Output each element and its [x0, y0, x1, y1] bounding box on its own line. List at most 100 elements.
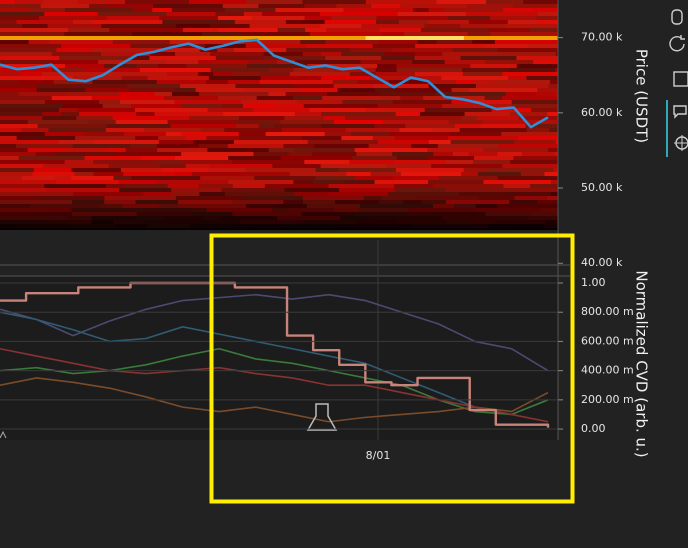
heatmap-cell — [339, 188, 397, 192]
icon-button[interactable] — [669, 35, 685, 52]
heatmap-cell — [0, 92, 21, 96]
heatmap-cell — [299, 88, 339, 92]
heatmap-cell — [67, 216, 93, 220]
heatmap-cell — [319, 12, 343, 16]
heatmap — [0, 0, 558, 230]
heatmap-cell — [112, 116, 161, 120]
heatmap-cell — [446, 220, 474, 224]
heatmap-cell — [327, 192, 390, 196]
heatmap-cell — [0, 212, 73, 216]
heatmap-cell — [414, 116, 463, 120]
heatmap-cell — [452, 48, 499, 52]
heatmap-cell — [428, 20, 470, 24]
heatmap-cell — [294, 112, 323, 116]
heatmap-cell — [0, 56, 61, 60]
icon-button[interactable] — [671, 9, 683, 25]
heatmap-cell — [341, 136, 374, 140]
heatmap-cell — [436, 40, 474, 44]
heatmap-cell — [144, 128, 202, 132]
heatmap-cell — [93, 172, 125, 176]
heatmap-cell — [42, 112, 63, 116]
heatmap-cell — [394, 160, 448, 164]
heatmap-cell — [228, 80, 261, 84]
heatmap-cell — [337, 88, 377, 92]
heatmap-cell — [156, 144, 200, 148]
heatmap-cell — [244, 88, 301, 92]
heatmap-cell — [0, 136, 18, 140]
heatmap-cell — [0, 104, 65, 108]
heatmap-cell — [134, 108, 209, 112]
heatmap-cell — [275, 8, 345, 12]
heatmap-cell — [397, 12, 467, 16]
heatmap-cell — [339, 224, 398, 228]
heatmap-cell — [0, 144, 17, 148]
heatmap-cell — [543, 224, 558, 228]
heatmap-cell — [450, 140, 516, 144]
heatmap-cell — [448, 120, 484, 124]
heatmap-cell — [381, 96, 402, 100]
heatmap-cell — [171, 92, 201, 96]
heatmap-cell — [64, 160, 95, 164]
heatmap-cell — [104, 196, 177, 200]
heatmap-cell — [324, 20, 377, 24]
heatmap-cell — [206, 208, 274, 212]
heatmap-cell — [19, 80, 55, 84]
heatmap-cell — [101, 24, 177, 28]
heatmap-cell — [284, 116, 325, 120]
heatmap-cell — [15, 0, 44, 4]
heatmap-cell — [178, 204, 248, 208]
heatmap-cell — [277, 60, 296, 64]
heatmap-cell — [58, 140, 95, 144]
heatmap-cell — [340, 216, 370, 220]
icon-button[interactable] — [673, 71, 688, 87]
heatmap-cell — [221, 188, 286, 192]
heatmap-cell — [415, 44, 485, 48]
heatmap-cell — [307, 140, 380, 144]
heatmap-cell — [21, 128, 50, 132]
heatmap-cell — [44, 132, 87, 136]
heatmap-cell — [149, 56, 217, 60]
heatmap-cell — [135, 216, 166, 220]
heatmap-cell — [111, 72, 168, 76]
heatmap-cell — [304, 160, 351, 164]
heatmap-cell — [48, 128, 107, 132]
heatmap-cell — [208, 168, 247, 172]
heatmap-cell — [55, 180, 121, 184]
heatmap-cell — [554, 68, 558, 72]
heatmap-cell — [113, 176, 133, 180]
heatmap-cell — [52, 68, 86, 72]
heatmap-cell — [231, 160, 306, 164]
heatmap-cell — [363, 196, 383, 200]
heatmap-cell — [40, 192, 75, 196]
heatmap-cell — [373, 84, 430, 88]
heatmap-cell — [400, 172, 463, 176]
heatmap-cell — [312, 152, 358, 156]
heatmap-cell — [368, 144, 387, 148]
heatmap-cell — [0, 124, 39, 128]
heatmap-cell — [0, 132, 46, 136]
heatmap-cell — [533, 60, 558, 64]
heatmap-cell — [555, 140, 558, 144]
heatmap-cell — [215, 56, 265, 60]
heatmap-cell — [0, 120, 29, 124]
heatmap-cell — [309, 108, 367, 112]
heatmap-cell — [74, 172, 95, 176]
heatmap-cell — [51, 96, 93, 100]
heatmap-cell — [258, 4, 306, 8]
heatmap-cell — [253, 108, 311, 112]
cvd-plot-area — [0, 276, 558, 440]
heatmap-cell — [64, 64, 106, 68]
heatmap-cell — [256, 96, 294, 100]
heatmap-cell — [162, 168, 210, 172]
heatmap-cell — [0, 0, 17, 4]
heatmap-cell — [64, 8, 134, 12]
y-tick-label: 70.00 k — [581, 31, 623, 44]
heatmap-cell — [199, 192, 226, 196]
icon-button[interactable] — [673, 105, 687, 119]
heatmap-cell — [463, 168, 488, 172]
heatmap-cell — [233, 48, 288, 52]
heatmap-cell — [452, 152, 470, 156]
heatmap-cell — [504, 24, 558, 28]
heatmap-cell — [379, 40, 419, 44]
